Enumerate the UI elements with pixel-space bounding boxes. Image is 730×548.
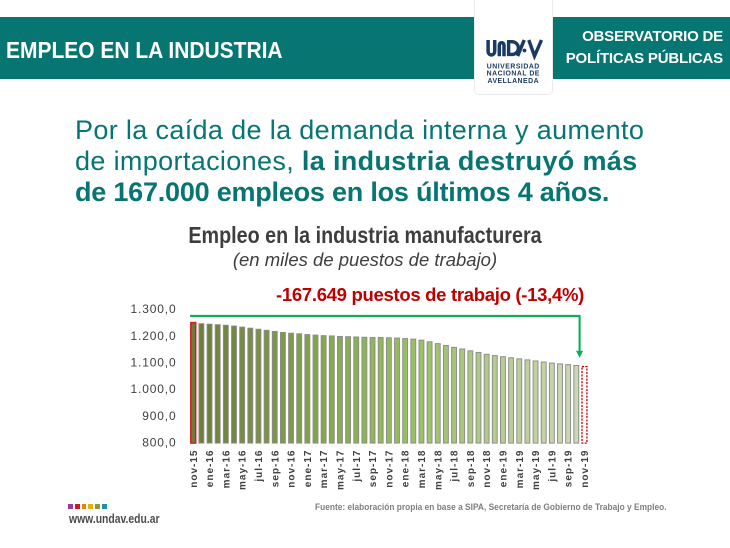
svg-text:mar-17: mar-17 [319,450,330,489]
svg-text:ene-17: ene-17 [303,450,314,488]
svg-text:mar-19: mar-19 [515,450,526,489]
svg-text:1.200,0: 1.200,0 [131,329,177,343]
svg-text:UNIVERSIDAD: UNIVERSIDAD [487,63,540,70]
svg-text:may-19: may-19 [531,450,542,490]
svg-text:1.000,0: 1.000,0 [131,382,177,396]
svg-text:nov-16: nov-16 [287,450,298,488]
svg-text:ene-19: ene-19 [498,450,509,488]
svg-text:800,0: 800,0 [142,435,176,449]
svg-text:may-17: may-17 [335,450,346,490]
svg-text:sep-17: sep-17 [368,450,379,488]
svg-text:900,0: 900,0 [142,409,176,423]
svg-text:sep-16: sep-16 [270,450,281,488]
svg-text:1.100,0: 1.100,0 [131,356,177,370]
svg-text:sep-19: sep-19 [564,450,575,488]
svg-text:nov-18: nov-18 [482,450,493,488]
svg-text:nov-19: nov-19 [580,450,591,488]
svg-text:mar-16: mar-16 [221,450,232,489]
svg-text:ene-16: ene-16 [205,450,216,488]
svg-text:jul-17: jul-17 [352,450,363,483]
svg-text:may-16: may-16 [238,450,249,490]
svg-text:jul-16: jul-16 [254,450,265,483]
svg-text:jul-19: jul-19 [547,450,558,483]
svg-text:sep-18: sep-18 [466,450,477,488]
svg-text:mar-18: mar-18 [417,450,428,489]
svg-text:1.300,0: 1.300,0 [131,302,177,316]
svg-text:nov-15: nov-15 [189,450,200,488]
svg-text:AVELLANEDA: AVELLANEDA [488,78,540,85]
svg-text:jul-18: jul-18 [450,450,461,483]
svg-text:ene-18: ene-18 [401,450,412,488]
svg-text:nov-17: nov-17 [384,450,395,488]
svg-text:may-18: may-18 [433,450,444,490]
svg-text:NACIONAL DE: NACIONAL DE [487,71,540,78]
